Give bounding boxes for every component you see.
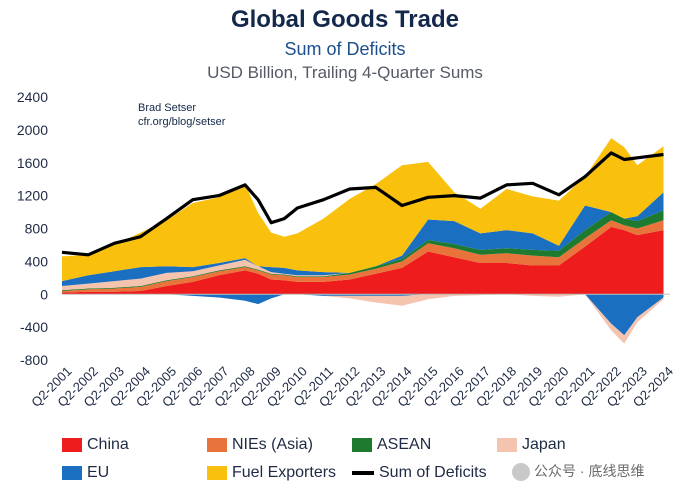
legend-label: China [87, 436, 129, 453]
legend-item: EU [62, 464, 109, 482]
y-tick-label: 1200 [17, 188, 48, 204]
legend-swatch [207, 438, 227, 452]
credit-author: Brad Setser [138, 102, 197, 114]
area-fuel-exporters [62, 138, 664, 282]
legend-item: Japan [497, 436, 566, 454]
chart-title: Global Goods Trade [230, 6, 460, 33]
legend-label: Sum of Deficits [379, 464, 487, 481]
legend-item: China [62, 436, 129, 454]
legend-swatch [62, 438, 82, 452]
y-tick-label: -400 [20, 319, 48, 335]
area-nies-asia [62, 220, 664, 293]
legend-swatch [207, 466, 227, 480]
chart-units: USD Billion, Trailing 4-Quarter Sums [207, 63, 483, 82]
credit-block: Brad Setser cfr.org/blog/setser [138, 101, 225, 129]
y-tick-label: 1600 [17, 155, 48, 171]
line-sum-of-deficits [61, 151, 664, 257]
negative-area-japan [62, 294, 664, 344]
legend-swatch [62, 466, 82, 480]
y-tick-label: 2000 [17, 122, 48, 138]
watermark: 公众号 · 底线思维 [512, 461, 645, 482]
legend-label: ASEAN [377, 436, 432, 453]
legend-item: NIEs (Asia) [207, 436, 313, 454]
y-tick-label: 0 [40, 286, 48, 302]
chart-subtitle: Sum of Deficits [284, 39, 406, 59]
y-tick-label: -800 [20, 352, 48, 368]
y-tick-label: 400 [25, 253, 49, 269]
y-tick-label: 800 [25, 221, 49, 237]
legend-swatch [497, 438, 517, 452]
legend-label: Japan [522, 436, 566, 453]
legend-item: Sum of Deficits [352, 464, 487, 482]
area-asean [62, 210, 664, 291]
area-eu [62, 192, 664, 286]
legend-swatch [352, 438, 372, 452]
legend-label: NIEs (Asia) [232, 436, 313, 453]
watermark-text: 公众号 · 底线思维 [534, 463, 645, 479]
area-china [62, 226, 664, 295]
legend-item: ASEAN [352, 436, 431, 454]
legend-label: EU [87, 464, 110, 481]
negative-area-eu [62, 294, 664, 336]
area-japan [62, 210, 664, 291]
wechat-icon [512, 463, 530, 482]
y-tick-label: 2400 [17, 89, 48, 105]
legend-item: Fuel Exporters [207, 464, 336, 482]
legend-label: Fuel Exporters [232, 464, 337, 481]
credit-site: cfr.org/blog/setser [138, 116, 226, 128]
legend-line-swatch [352, 471, 374, 475]
